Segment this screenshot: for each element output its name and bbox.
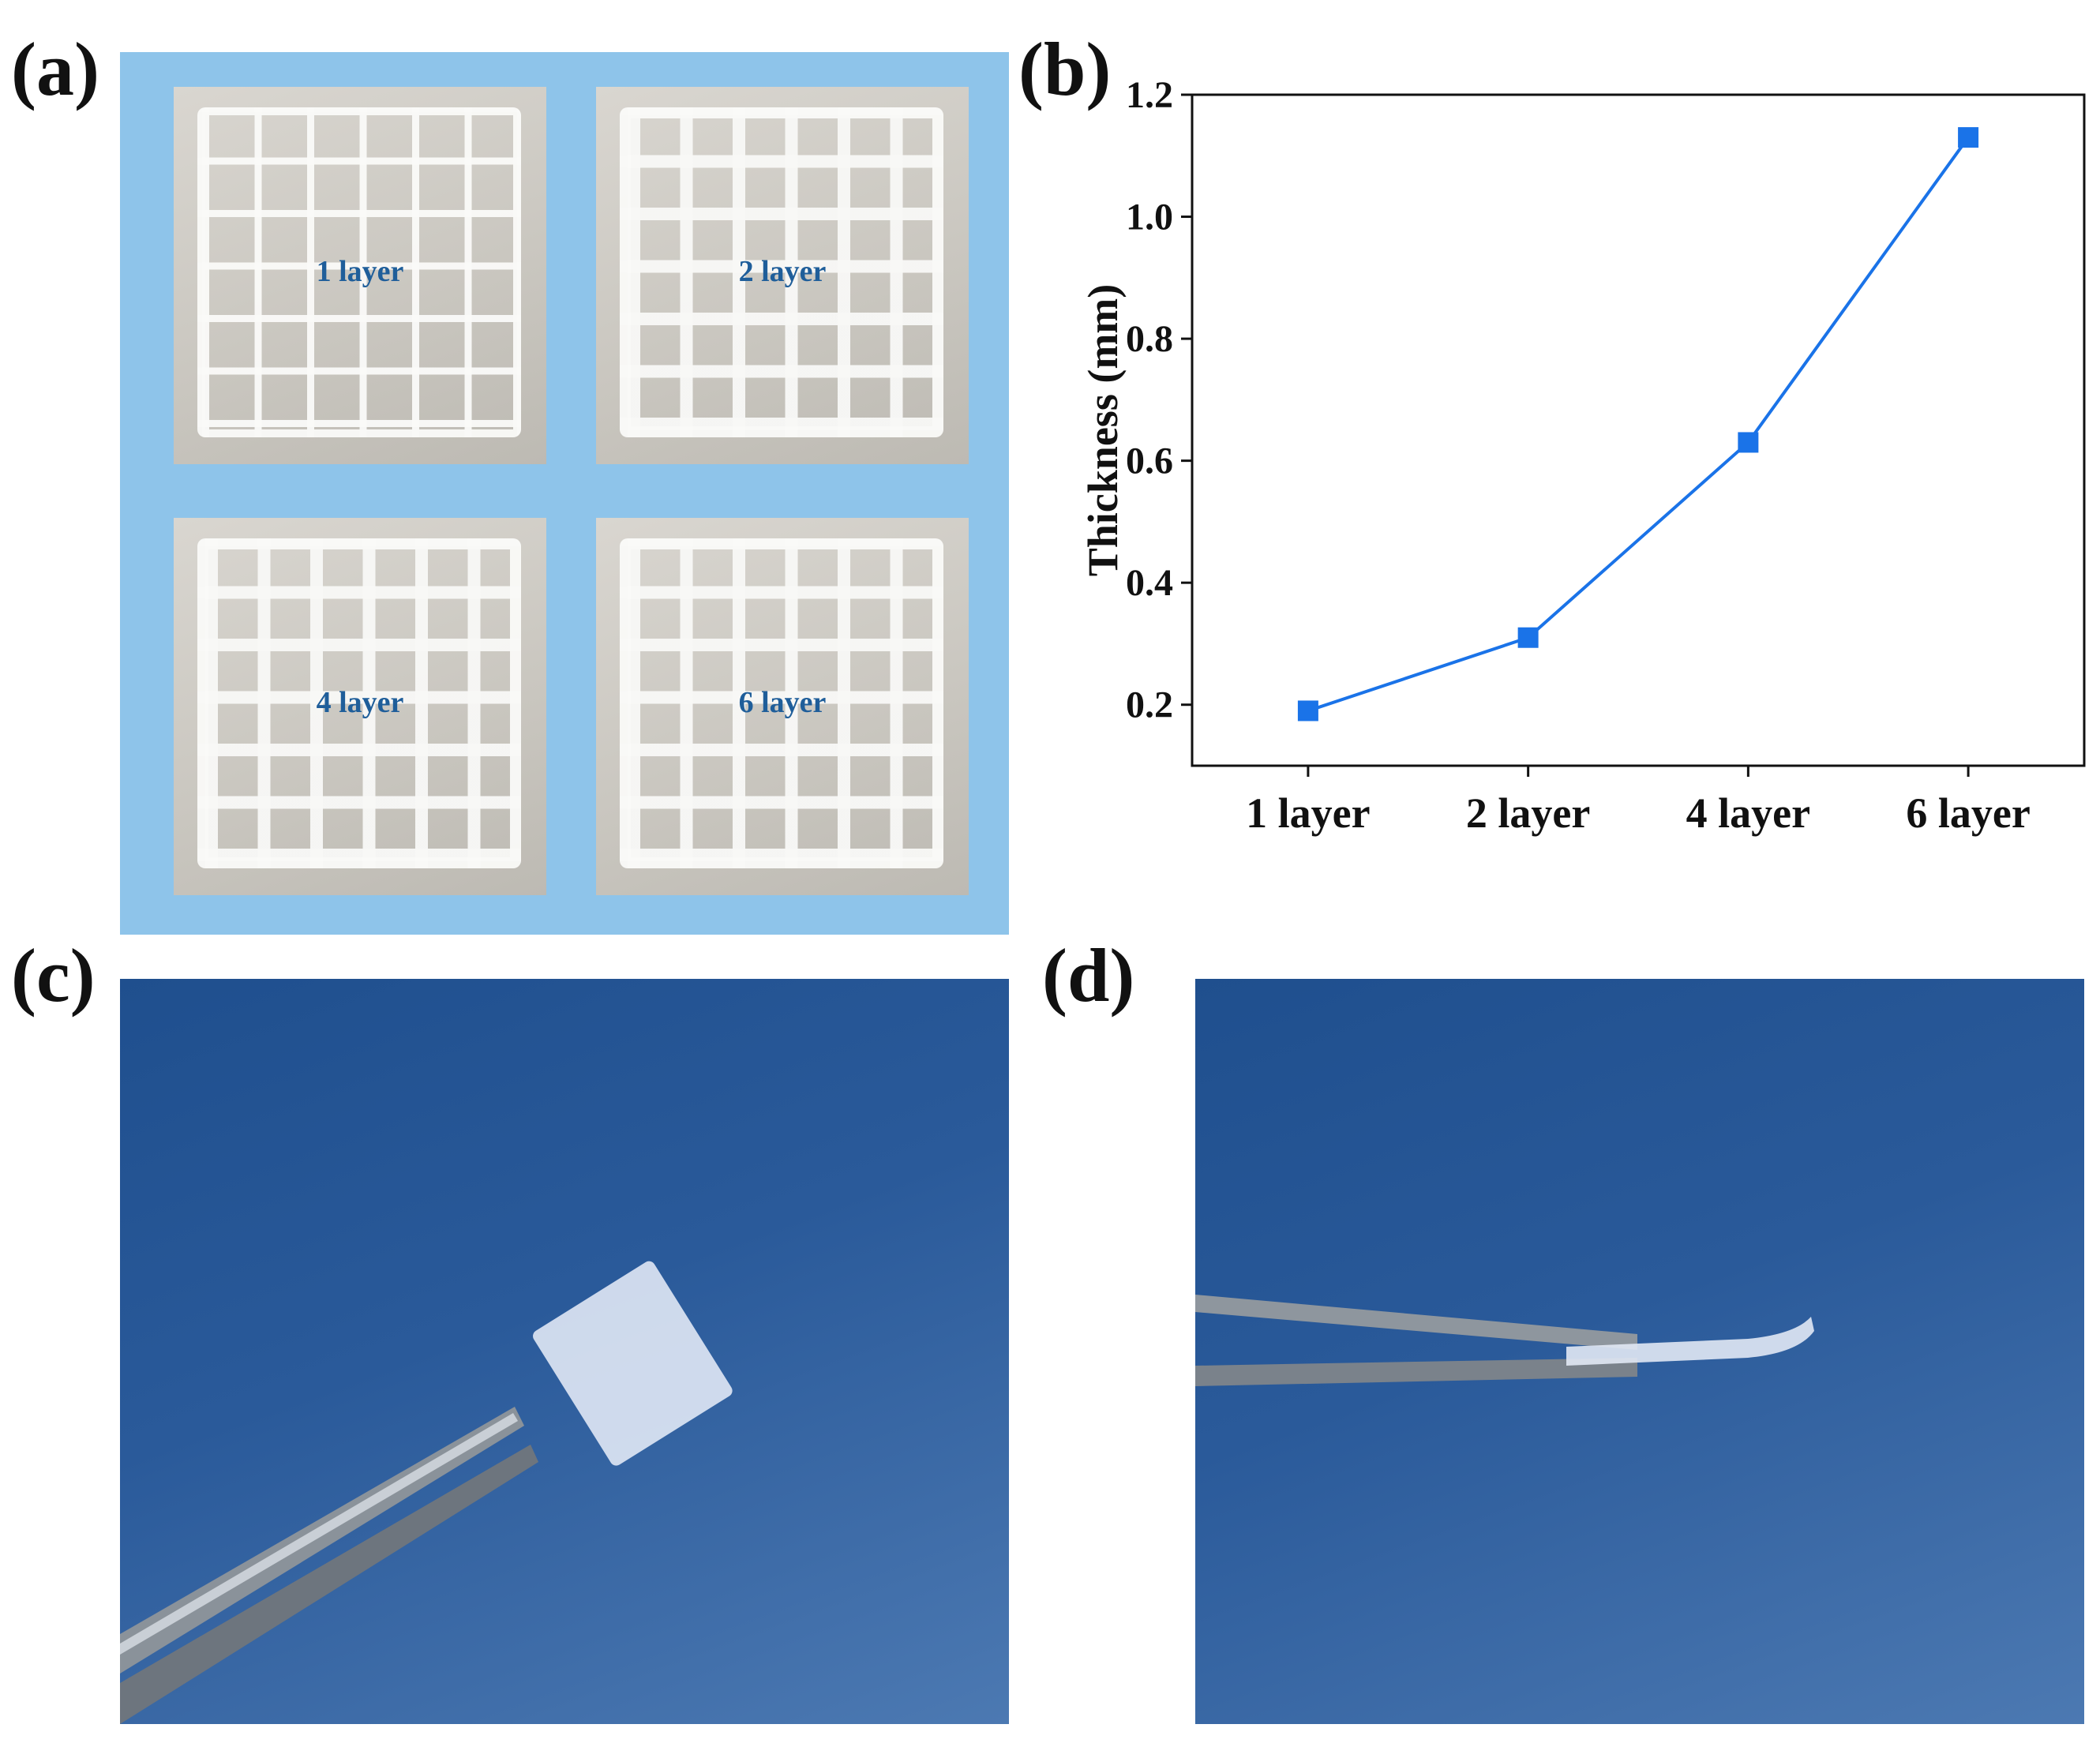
tile-label: 2 layer [738,255,827,288]
scaffold-photo-4-layer: 4 layer [174,518,546,895]
panel-a-label: (a) [11,27,99,111]
thickness-chart: 0.2 0.4 0.6 0.8 1.0 1.2 1 layer 2 layer 4 layer 6… [1079,79,2086,837]
scaffold-piece [533,1261,733,1466]
series-line [1307,136,1970,713]
scaffold-lattice [620,538,943,868]
plot-frame [1191,93,2086,767]
y-tick-label: 0.6 [1126,440,1173,482]
y-tick-label: 1.0 [1126,197,1173,238]
forceps-highlight [120,1413,518,1655]
scaffold-lattice [197,107,521,437]
data-point [1517,627,1539,648]
panel-d-label: (d) [1042,933,1135,1018]
y-tick-label: 0.4 [1126,562,1173,604]
forceps-scaffold-illustration [120,1261,733,1724]
x-tick-label: 2 layer [1466,789,1590,837]
scaffold-lattice [620,107,943,437]
tile-label: 4 layer [316,686,404,719]
y-tick-label: 1.2 [1126,79,1173,116]
forceps-lower-arm [1195,1358,1637,1386]
tile-label: 6 layer [738,686,827,719]
tile-label: 1 layer [316,255,404,288]
data-point [1738,432,1759,453]
photo-forceps-holding-scaffold [120,979,1009,1724]
x-tick-label: 6 layer [1906,789,2030,837]
scaffold-photo-6-layer: 6 layer [596,518,969,895]
scaffold-strip [1566,1317,1814,1366]
data-point [1297,700,1318,722]
data-point [1958,127,1979,148]
x-tick-label: 1 layer [1246,789,1370,837]
scaffold-lattice [197,538,521,868]
panel-c-label: (c) [11,933,96,1018]
scaffold-photo-2-layer: 2 layer [596,87,969,464]
forceps-lower-arm [120,1445,538,1724]
y-axis-label: Thickness (mm) [1079,284,1127,577]
y-tick-label: 0.2 [1126,684,1173,726]
y-tick-label: 0.8 [1126,318,1173,360]
scaffold-photo-1-layer: 1 layer [174,87,546,464]
forceps-side-illustration [1195,1295,1814,1386]
scaffold-photo-grid: 1 layer 2 layer 4 layer 6 layer [120,52,1009,935]
forceps-upper-arm [1195,1295,1637,1350]
x-tick-label: 4 layer [1686,789,1810,837]
panel-b-label: (b) [1018,27,1112,111]
photo-forceps-side-view [1195,979,2084,1724]
